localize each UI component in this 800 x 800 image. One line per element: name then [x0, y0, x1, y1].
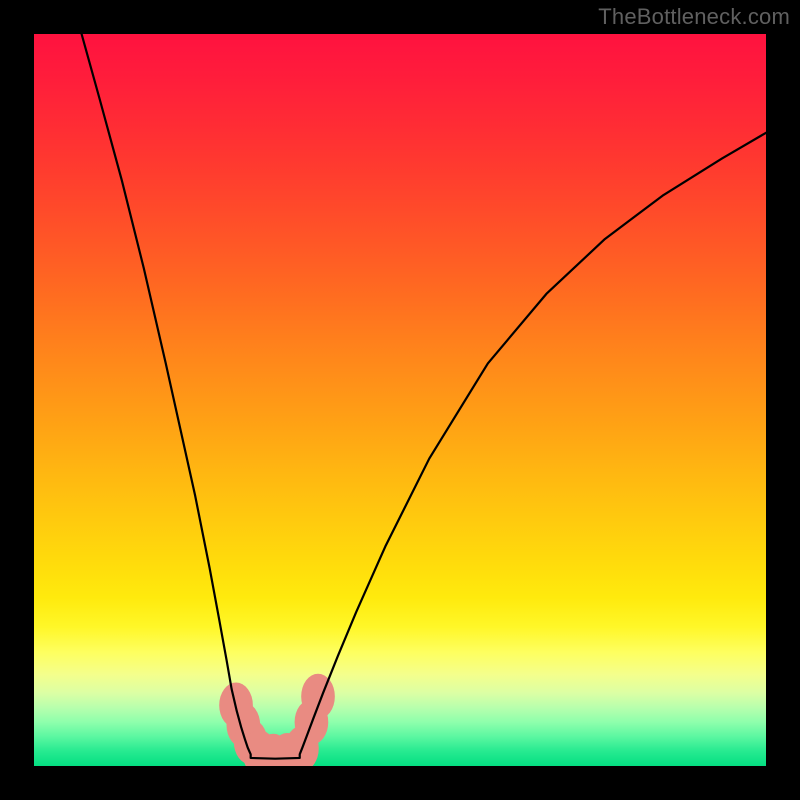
gradient-background — [34, 34, 766, 766]
plot-area — [34, 34, 766, 766]
chart-frame: TheBottleneck.com — [0, 0, 800, 800]
valley-marker — [301, 674, 335, 719]
bottleneck-chart — [34, 34, 766, 766]
watermark-text: TheBottleneck.com — [598, 4, 790, 30]
